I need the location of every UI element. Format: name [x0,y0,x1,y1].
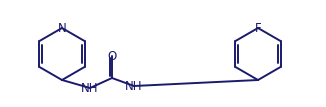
Text: N: N [58,22,67,34]
Text: NH: NH [81,82,99,94]
Text: F: F [255,22,261,34]
Text: O: O [107,50,117,62]
Text: NH: NH [125,80,143,92]
